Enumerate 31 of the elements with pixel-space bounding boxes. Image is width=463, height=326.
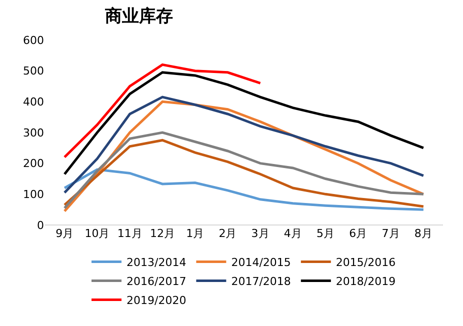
x-tick-label: 7月 [382, 227, 400, 240]
y-tick-label: 300 [23, 126, 44, 140]
legend-label: 2015/2016 [336, 256, 396, 269]
y-tick-label: 0 [37, 218, 44, 232]
y-tick-label: 200 [23, 157, 44, 170]
legend-label: 2014/2015 [231, 256, 291, 269]
line-series [63, 168, 425, 211]
line-series [63, 63, 262, 158]
legend-label: 2018/2019 [336, 274, 396, 288]
x-tick-label: 2月 [218, 227, 237, 240]
y-tick-label: 400 [23, 96, 44, 109]
y-tick-label: 500 [23, 64, 44, 78]
x-tick-label: 9月 [56, 227, 74, 240]
legend-label: 2016/2017 [126, 274, 186, 288]
x-tick-label: 8月 [414, 227, 432, 240]
x-tick-label: 11月 [117, 227, 142, 240]
x-tick-label: 1月 [186, 227, 204, 240]
x-tick-label: 3月 [251, 227, 270, 240]
x-tick-label: 6月 [349, 227, 368, 240]
legend-label: 2013/2014 [126, 256, 186, 269]
y-tick-label: 600 [23, 34, 44, 47]
x-tick-label: 10月 [84, 227, 110, 240]
y-tick-label: 100 [23, 188, 44, 202]
x-tick-label: 5月 [316, 227, 335, 240]
x-tick-label: 4月 [284, 227, 302, 240]
legend-label: 2019/2020 [126, 294, 186, 307]
line-series [63, 96, 425, 194]
line-series [63, 71, 425, 176]
x-tick-label: 12月 [150, 227, 175, 240]
legend-label: 2017/2018 [231, 274, 291, 288]
chart-title: 商业库存 [104, 6, 173, 27]
